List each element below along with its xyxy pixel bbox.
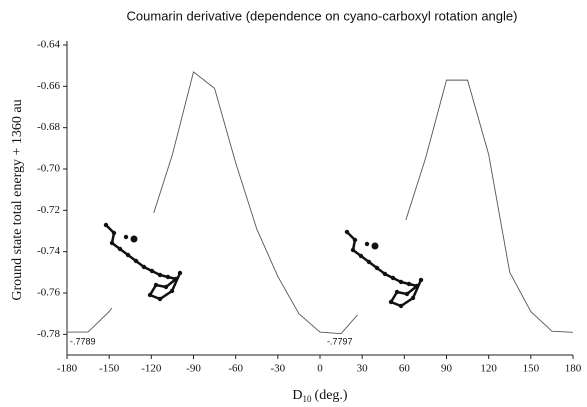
x-label-main: D xyxy=(292,388,302,403)
x-tick-label: -150 xyxy=(99,363,120,375)
x-tick-label: -90 xyxy=(186,363,201,375)
x-tick-label: -30 xyxy=(270,363,285,375)
molecule-atom xyxy=(157,296,163,302)
molecule-atom xyxy=(165,274,171,280)
molecule-atom xyxy=(374,265,380,271)
molecule-atom xyxy=(157,272,163,278)
molecule-atom xyxy=(406,281,412,287)
y-tick-label: -0.76 xyxy=(37,287,60,299)
molecule-atom xyxy=(130,235,138,243)
molecule-atom xyxy=(125,252,131,258)
molecule-atom xyxy=(364,241,370,247)
molecule-atom xyxy=(414,283,420,289)
y-tick-label: -0.72 xyxy=(37,204,60,216)
molecule-atom xyxy=(173,276,179,282)
y-tick-label: -0.68 xyxy=(37,121,60,133)
molecule-atom xyxy=(366,259,372,265)
molecule-atom xyxy=(117,246,123,252)
molecule-background xyxy=(339,220,435,315)
y-axis-label: Ground state total energy + 1360 au xyxy=(10,99,25,300)
molecule-atom xyxy=(133,258,139,264)
molecule-image xyxy=(339,220,435,315)
molecule-atom xyxy=(147,292,153,298)
molecule-atom xyxy=(358,253,364,259)
x-label-unit: (deg.) xyxy=(315,388,348,403)
molecule-atom xyxy=(390,275,396,281)
molecule-atom xyxy=(418,277,424,283)
molecule-atom xyxy=(410,295,416,301)
molecule-atom xyxy=(163,284,169,290)
molecule-atom xyxy=(123,234,129,240)
molecule-atom xyxy=(344,229,350,235)
x-tick-label: 90 xyxy=(441,363,453,375)
x-tick-label: -180 xyxy=(57,363,78,375)
x-tick-label: 150 xyxy=(523,363,540,375)
molecule-atom xyxy=(352,237,358,243)
molecule-atom xyxy=(371,242,379,250)
y-tick-label: -0.70 xyxy=(37,163,60,175)
molecule-atom xyxy=(394,289,400,295)
x-tick-label: 0 xyxy=(317,363,323,375)
molecule-atom xyxy=(177,270,183,276)
molecule-atom xyxy=(149,268,155,274)
molecule-atom xyxy=(153,282,159,288)
molecule-atom xyxy=(350,247,356,253)
chart-title: Coumarin derivative (dependence on cyano… xyxy=(127,8,518,23)
y-tick-label: -0.78 xyxy=(37,328,60,340)
molecule-atom xyxy=(111,230,117,236)
x-tick-label: -60 xyxy=(228,363,243,375)
x-label-sub: 10 xyxy=(303,394,313,404)
x-axis-label: D10 (deg.) xyxy=(292,388,348,404)
molecule-atom xyxy=(103,222,109,228)
molecule-atom xyxy=(388,299,394,305)
molecule-atom xyxy=(398,279,404,285)
x-tick-label: 180 xyxy=(565,363,582,375)
x-tick-label: 30 xyxy=(357,363,369,375)
molecule-atom xyxy=(141,264,147,270)
molecule-image xyxy=(98,213,194,308)
x-tick-label: 120 xyxy=(480,363,497,375)
x-tick-label: -120 xyxy=(141,363,162,375)
molecule-atom xyxy=(169,288,175,294)
molecule-atom xyxy=(382,271,388,277)
y-tick-label: -0.66 xyxy=(37,80,60,92)
annotation: -.7789 xyxy=(70,336,96,346)
x-tick-label: 60 xyxy=(399,363,411,375)
y-tick-label: -0.74 xyxy=(37,245,60,257)
molecule-background xyxy=(98,213,194,308)
molecule-atom xyxy=(398,303,404,309)
molecule-atom xyxy=(109,240,115,246)
molecule-atom xyxy=(404,291,410,297)
annotation: -.7797 xyxy=(327,336,353,346)
y-tick-label: -0.64 xyxy=(37,39,60,51)
